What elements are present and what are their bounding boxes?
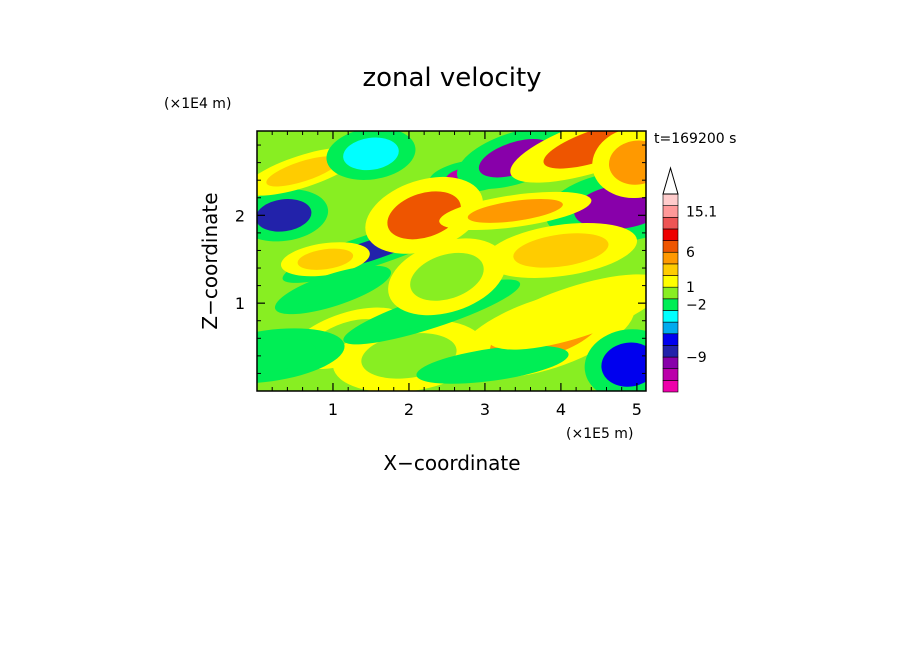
y-axis: 12 xyxy=(235,144,646,374)
y-tick-label: 1 xyxy=(235,294,245,313)
x-axis-label: X−coordinate xyxy=(383,451,520,475)
colorbar-bin xyxy=(662,275,679,288)
heatmap-field xyxy=(257,131,646,391)
colorbar-bin xyxy=(662,298,679,311)
x-axis-unit: (×1E5 m) xyxy=(566,426,633,442)
feature-core xyxy=(257,338,316,374)
feature-core xyxy=(410,252,484,301)
colorbar-bin xyxy=(662,321,679,335)
colorbar-bin xyxy=(662,205,679,218)
colorbar-label: 1 xyxy=(686,280,695,296)
colorbar-bin xyxy=(662,228,679,241)
colorbar-bin xyxy=(662,333,679,346)
x-tick-label: 5 xyxy=(632,400,642,419)
colorbar-bin xyxy=(662,356,679,370)
feature-core xyxy=(608,140,646,185)
chart-title: zonal velocity xyxy=(362,63,541,93)
colorbar-label: −9 xyxy=(686,350,707,366)
colorbar-label: −2 xyxy=(686,298,707,314)
x-axis: 1 2 3 4 5 xyxy=(271,131,642,419)
feature-core xyxy=(343,137,399,171)
colorbar-bin xyxy=(662,368,679,381)
x-tick-label: 1 xyxy=(328,400,338,419)
colorbar-label: 15.1 xyxy=(686,204,717,220)
colorbar-extend-arrow xyxy=(662,166,679,195)
feature-core xyxy=(257,199,312,232)
field-features xyxy=(257,131,646,391)
x-tick-label: 4 xyxy=(556,400,566,419)
feature-core xyxy=(520,288,632,336)
colorbar-bin xyxy=(662,310,679,323)
feature-core xyxy=(266,156,339,187)
colorbar-bin xyxy=(662,193,679,206)
y-axis-unit: (×1E4 m) xyxy=(164,96,231,112)
plot-frame xyxy=(256,130,647,392)
feature-core xyxy=(601,342,646,387)
colorbar: 15.1 6 1 −2 −9 xyxy=(662,166,717,393)
colorbar-bin xyxy=(662,286,679,300)
x-tick-label: 3 xyxy=(480,400,490,419)
feature-core xyxy=(387,191,461,240)
feature-core xyxy=(296,274,370,306)
colorbar-bin xyxy=(662,216,679,230)
colorbar-bin xyxy=(662,380,679,393)
colorbar-bin xyxy=(662,251,679,265)
x-tick-label: 2 xyxy=(404,400,414,419)
time-label: t=169200 s xyxy=(654,131,736,147)
feature-core xyxy=(297,248,354,270)
y-axis-label: Z−coordinate xyxy=(198,192,222,329)
feature-core xyxy=(444,352,541,377)
colorbar-bin xyxy=(662,240,679,253)
feature-core xyxy=(513,233,609,268)
colorbar-bin xyxy=(662,345,679,358)
feature-core xyxy=(467,198,563,223)
colorbar-bin xyxy=(662,263,679,276)
y-tick-label: 2 xyxy=(235,206,245,225)
colorbar-label: 6 xyxy=(686,245,695,261)
